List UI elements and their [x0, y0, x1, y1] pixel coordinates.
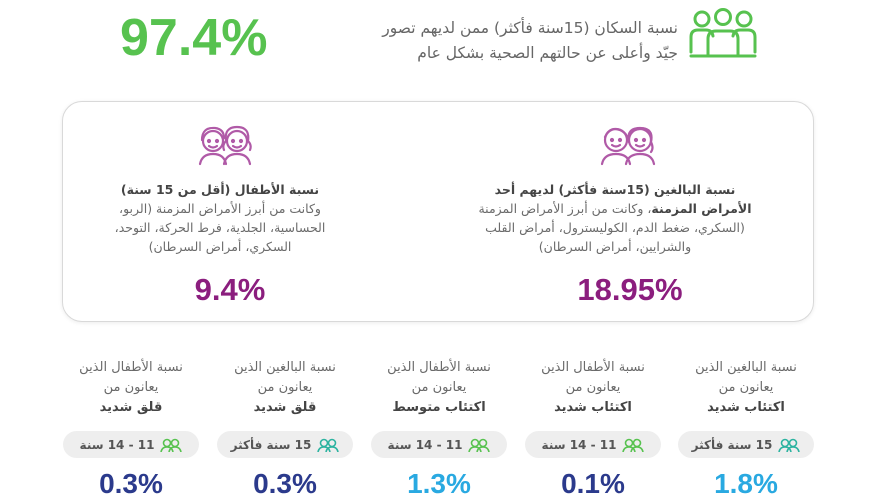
adults-title-line-1: نسبة البالغين (15سنة فأكثر) لديهم أحد [494, 182, 736, 197]
stat-5-label: نسبة الأطفال الذين يعانون من قلق شديد [79, 360, 183, 415]
stat-1-age-range: 15 سنة فأكثر [691, 437, 773, 452]
children-title-line-1: نسبة الأطفال (أقل من 15 سنة) [120, 182, 320, 197]
children-faces-icon [195, 120, 255, 166]
stat-2-age-pill: 11 - 14 سنة [525, 431, 661, 458]
stat-5-age-range: 11 - 14 سنة [79, 437, 155, 452]
stat-2-value: 0.1% [561, 468, 625, 499]
overall-health-description: نسبة السكان (15سنة فأكثر) ممن لديهم تصور… [300, 16, 678, 66]
stat-1-label: نسبة البالغين الذين يعانون من اكتئاب شدي… [695, 360, 797, 415]
stat-1-age-pill: 15 سنة فأكثر [678, 431, 814, 458]
stat-3-age-range: 11 - 14 سنة [387, 437, 463, 452]
stat-4-label: نسبة البالغين الذين يعانون من قلق شديد [234, 360, 336, 415]
stat-4-value: 0.3% [253, 468, 317, 499]
stat-5-age-pill: 11 - 14 سنة [63, 431, 199, 458]
children-desc-line-2: وكانت من أبرز الأمراض المزمنة (الربو، [119, 201, 321, 216]
stat-4-age-range: 15 سنة فأكثر [230, 437, 312, 452]
stat-3-age-pill: 11 - 14 سنة [371, 431, 507, 458]
stat-1-value: 1.8% [714, 468, 778, 499]
stat-5-value: 0.3% [99, 468, 163, 499]
stat-3-value: 1.3% [407, 468, 471, 499]
adults-desc-line-4: والشرايين، أمراض السرطان) [538, 239, 692, 254]
group-of-people-icon [688, 8, 758, 60]
adults-title-line-2: الأمراض المزمنة [651, 201, 752, 216]
overall-health-line-2: جيّد وأعلى عن حالتهم الصحية بشكل عام [417, 44, 678, 62]
overall-health-percent: 97.4% [120, 9, 268, 67]
stat-2-age-range: 11 - 14 سنة [541, 437, 617, 452]
chronic-diseases-card [62, 101, 814, 322]
adults-desc-line-3: (السكري، ضغط الدم، الكوليسترول، أمراض ال… [485, 220, 745, 235]
children-desc-line-3: الحساسية، الجلدية، فرط الحركة، التوحد، [114, 220, 326, 235]
adults-faces-icon [598, 120, 658, 166]
children-chronic-text: نسبة الأطفال (أقل من 15 سنة) وكانت من أب… [85, 180, 355, 256]
adults-icon [317, 438, 340, 452]
adults-chronic-text: نسبة البالغين (15سنة فأكثر) لديهم أحد ال… [455, 180, 775, 256]
overall-health-line-1: نسبة السكان (15سنة فأكثر) ممن لديهم تصور [382, 19, 678, 37]
children-chronic-percent: 9.4% [194, 272, 266, 307]
children-icon [468, 438, 491, 452]
stat-3-label: نسبة الأطفال الذين يعانون من اكتئاب متوس… [387, 360, 491, 415]
adults-icon [778, 438, 801, 452]
children-icon [622, 438, 645, 452]
children-icon [160, 438, 183, 452]
stat-2-label: نسبة الأطفال الذين يعانون من اكتئاب شديد [541, 360, 645, 415]
adults-desc-line-2: ، وكانت من أبرز الأمراض المزمنة [478, 201, 652, 216]
stat-4-age-pill: 15 سنة فأكثر [217, 431, 353, 458]
children-desc-line-4: السكري، أمراض السرطان) [148, 239, 292, 254]
adults-chronic-percent: 18.95% [577, 272, 683, 307]
